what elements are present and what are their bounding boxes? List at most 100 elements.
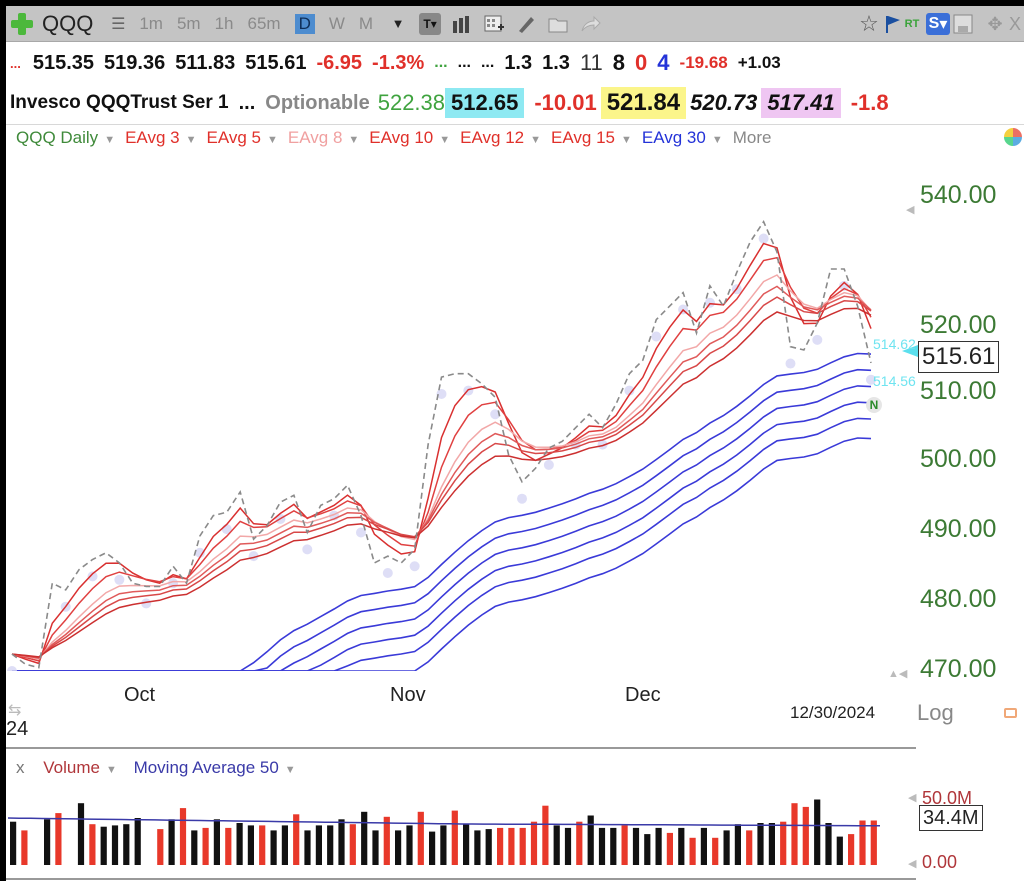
- toolbar: QQQ ☰ 1m 5m 1h 65m D W M ▼ T▾ ☆ RT: [6, 6, 1024, 42]
- price-tick: 520.00: [920, 311, 997, 339]
- chevron-down-icon: ▼: [711, 133, 723, 146]
- scroll-arrows-icon[interactable]: ▲◀: [888, 668, 908, 680]
- symbol-field[interactable]: QQQ: [42, 10, 94, 36]
- price-axis[interactable]: 540.00 520.00 510.00 500.00 490.00 480.0…: [888, 151, 1024, 683]
- legend-qqq-daily[interactable]: QQQ Daily ▼: [16, 128, 115, 148]
- indicator-legend: QQQ Daily ▼ EAvg 3 ▼ EAvg 5 ▼ EAvg 8 ▼ EAvg …: [6, 124, 1024, 150]
- calendar-add-icon[interactable]: [483, 13, 505, 35]
- value-517-41: 517.41: [761, 88, 841, 118]
- save-icon[interactable]: [952, 13, 974, 35]
- volume-axis-bottom: 0.00: [922, 852, 958, 872]
- legend-eavg-30[interactable]: EAvg 30 ▼: [642, 128, 723, 148]
- palette-icon[interactable]: [1004, 128, 1022, 146]
- count-8: 8: [612, 50, 626, 75]
- chevron-down-icon: ▼: [439, 133, 451, 146]
- chart-window: QQQ ☰ 1m 5m 1h 65m D W M ▼ T▾ ☆ RT: [6, 6, 1024, 881]
- ema-marker-high: 514.62: [873, 336, 916, 352]
- log-toggle[interactable]: Log: [917, 700, 954, 725]
- interval-5m[interactable]: 5m: [176, 13, 201, 33]
- interval-65m[interactable]: 65m: [247, 13, 281, 33]
- legend-eavg-15[interactable]: EAvg 15 ▼: [551, 128, 632, 148]
- price-tick: 470.00: [920, 655, 997, 683]
- n-badge[interactable]: N: [866, 397, 882, 413]
- scroll-left-arrow-icon[interactable]: ◀: [908, 858, 917, 870]
- date-stub: 24: [6, 718, 29, 740]
- interval-weekly[interactable]: W: [328, 13, 345, 33]
- date-label: 12/30/2024: [790, 703, 876, 722]
- volume-label[interactable]: Volume ▼: [43, 758, 117, 777]
- legend-eavg-10[interactable]: EAvg 10 ▼: [369, 128, 450, 148]
- legend-label: EAvg 10: [369, 127, 434, 147]
- security-name: Invesco QQQTrust Ser 1: [10, 92, 229, 113]
- value-1-3a: 1.3: [504, 51, 533, 74]
- current-price-arrow-icon: [902, 345, 918, 357]
- pencil-icon[interactable]: [515, 13, 537, 35]
- add-icon[interactable]: [10, 12, 34, 36]
- star-icon[interactable]: ☆: [859, 11, 879, 36]
- chevron-down-icon: ▼: [104, 133, 116, 146]
- lock-icon[interactable]: [1004, 708, 1017, 718]
- value-521-84: 521.84: [600, 87, 687, 119]
- legend-label: EAvg 8: [287, 127, 343, 147]
- count-11: 11: [579, 50, 603, 75]
- volume-label-text: Volume: [43, 758, 100, 777]
- scroll-arrows-icon[interactable]: ⇆: [8, 702, 22, 719]
- legend-label: EAvg 30: [641, 127, 706, 147]
- legend-label: EAvg 3: [125, 127, 180, 147]
- quote-row-ohlc: ... 515.35 519.36 511.83 515.61 -6.95 -1…: [6, 46, 1024, 80]
- toolbar-right: ☆ RT S ▾ ✥ X: [858, 6, 1022, 42]
- legend-label: EAvg 5: [206, 127, 261, 147]
- bottom-border: [6, 878, 916, 880]
- month-dec: Dec: [625, 684, 661, 706]
- chevron-down-icon: ▼: [530, 133, 542, 146]
- pane-divider[interactable]: [6, 747, 916, 749]
- scroll-left-arrow-icon[interactable]: ◀: [908, 792, 917, 804]
- price-tick: 500.00: [920, 445, 997, 473]
- change-pct-value: -1.3%: [372, 51, 425, 74]
- legend-label: EAvg 15: [551, 127, 615, 147]
- rt-icon[interactable]: RT: [904, 18, 920, 30]
- price-chart[interactable]: [6, 151, 916, 671]
- dropdown-caret-icon[interactable]: ▼: [391, 16, 405, 31]
- folder-icon[interactable]: [547, 13, 569, 35]
- interval-1h[interactable]: 1h: [214, 13, 234, 33]
- legend-eavg-8[interactable]: EAvg 8 ▼: [288, 128, 359, 148]
- text-tool-icon[interactable]: T▾: [419, 12, 442, 35]
- list-icon[interactable]: ☰: [111, 15, 126, 33]
- share-arrow-icon[interactable]: [579, 13, 601, 35]
- legend-eavg-5[interactable]: EAvg 5 ▼: [206, 128, 277, 148]
- close-icon[interactable]: X: [1009, 13, 1022, 34]
- name-dots: ...: [238, 91, 256, 114]
- value-512-65: 512.65: [445, 88, 525, 118]
- legend-more[interactable]: More: [732, 127, 772, 147]
- legend-eavg-12[interactable]: EAvg 12 ▼: [460, 128, 541, 148]
- interval-monthly[interactable]: M: [358, 13, 374, 33]
- ma-label[interactable]: Moving Average 50 ▼: [134, 758, 296, 777]
- flag-icon[interactable]: [882, 13, 904, 35]
- legend-label: QQQ Daily: [16, 127, 99, 147]
- volume-axis-top: 50.0M: [922, 788, 973, 808]
- volume-chart[interactable]: [6, 781, 886, 881]
- high-value: 519.36: [104, 51, 166, 74]
- current-price-box: 515.61: [918, 341, 1000, 373]
- chevron-down-icon: ▼: [105, 764, 117, 776]
- interval-daily[interactable]: D: [294, 13, 315, 34]
- month-nov: Nov: [390, 684, 426, 706]
- scroll-left-arrow-icon[interactable]: ◀: [906, 204, 915, 216]
- move-icon[interactable]: ✥: [987, 13, 1003, 34]
- value-522-38: 522.38: [377, 90, 446, 115]
- value-520-73: 520.73: [690, 90, 758, 115]
- bar-chart-icon[interactable]: [451, 13, 473, 35]
- dots-2: ...: [480, 54, 495, 71]
- low-value: 511.83: [175, 51, 236, 74]
- chevron-down-icon: ▼: [284, 764, 296, 776]
- s-menu-icon[interactable]: S ▾: [926, 13, 950, 35]
- close-value: 515.61: [245, 51, 307, 74]
- price-tick: 490.00: [920, 515, 997, 543]
- price-tick: 540.00: [920, 181, 997, 209]
- change-value: -6.95: [316, 51, 363, 74]
- chevron-down-icon: ▼: [185, 133, 197, 146]
- close-pane-button[interactable]: x: [16, 758, 25, 777]
- legend-eavg-3[interactable]: EAvg 3 ▼: [125, 128, 196, 148]
- interval-1m[interactable]: 1m: [139, 13, 163, 33]
